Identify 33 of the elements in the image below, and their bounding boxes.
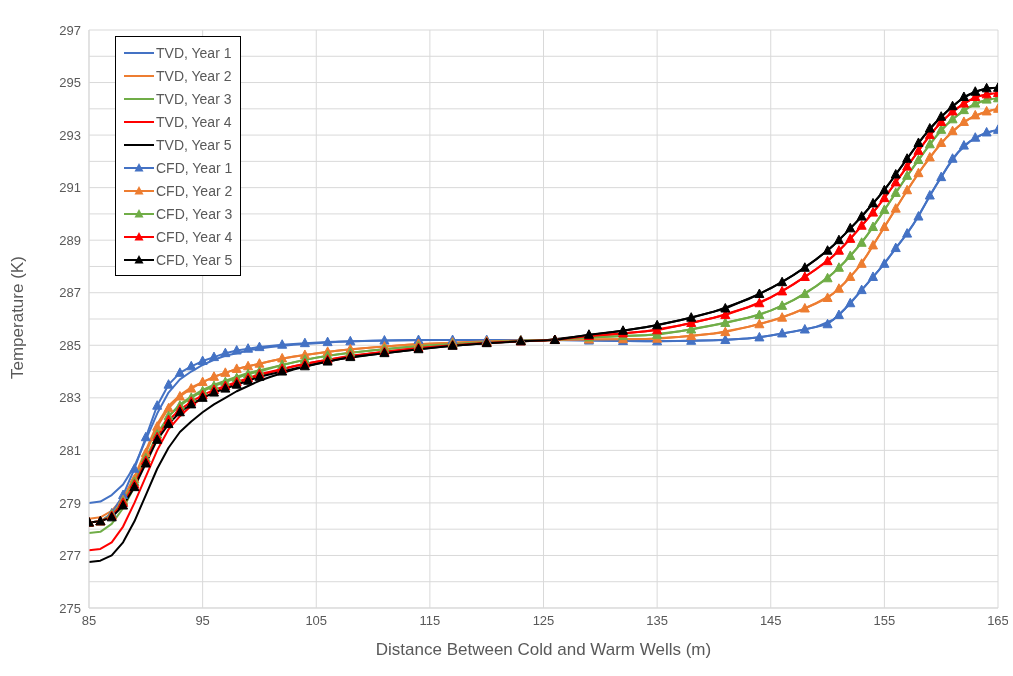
legend-label: TVD, Year 1	[156, 44, 232, 61]
legend-label: CFD, Year 2	[156, 182, 233, 199]
y-tick-label: 279	[59, 495, 81, 511]
legend-label: TVD, Year 5	[156, 136, 232, 153]
x-tick-label: 105	[305, 613, 328, 629]
y-tick-label: 285	[59, 337, 81, 353]
y-tick-label: 291	[59, 180, 81, 196]
y-tick-label: 287	[59, 285, 81, 301]
y-tick-label: 275	[59, 600, 81, 616]
x-tick-label: 85	[81, 613, 97, 629]
y-tick-label: 289	[59, 232, 81, 248]
legend-label: CFD, Year 3	[156, 205, 233, 222]
x-tick-label: 155	[873, 613, 896, 629]
x-axis-title: Distance Between Cold and Warm Wells (m)	[375, 640, 712, 659]
x-tick-label: 145	[759, 613, 782, 629]
legend-label: CFD, Year 1	[156, 159, 233, 176]
y-tick-label: 297	[59, 22, 81, 38]
y-tick-label: 277	[59, 548, 81, 564]
x-tick-label: 115	[419, 613, 441, 629]
x-tick-label: 135	[646, 613, 668, 629]
x-tick-label: 95	[195, 613, 210, 629]
legend-label: TVD, Year 3	[156, 90, 232, 107]
legend-label: TVD, Year 4	[156, 113, 232, 130]
legend-label: CFD, Year 5	[156, 251, 233, 268]
x-tick-label: 125	[532, 613, 555, 629]
legend-label: TVD, Year 2	[156, 67, 232, 84]
legend-label: CFD, Year 4	[156, 228, 233, 245]
y-tick-label: 295	[59, 75, 81, 91]
x-tick-label: 165	[987, 613, 1009, 629]
y-axis-title: Temperature (K)	[8, 256, 28, 379]
y-tick-label: 283	[59, 390, 81, 406]
y-tick-label: 293	[59, 127, 81, 143]
y-tick-label: 281	[59, 442, 81, 458]
